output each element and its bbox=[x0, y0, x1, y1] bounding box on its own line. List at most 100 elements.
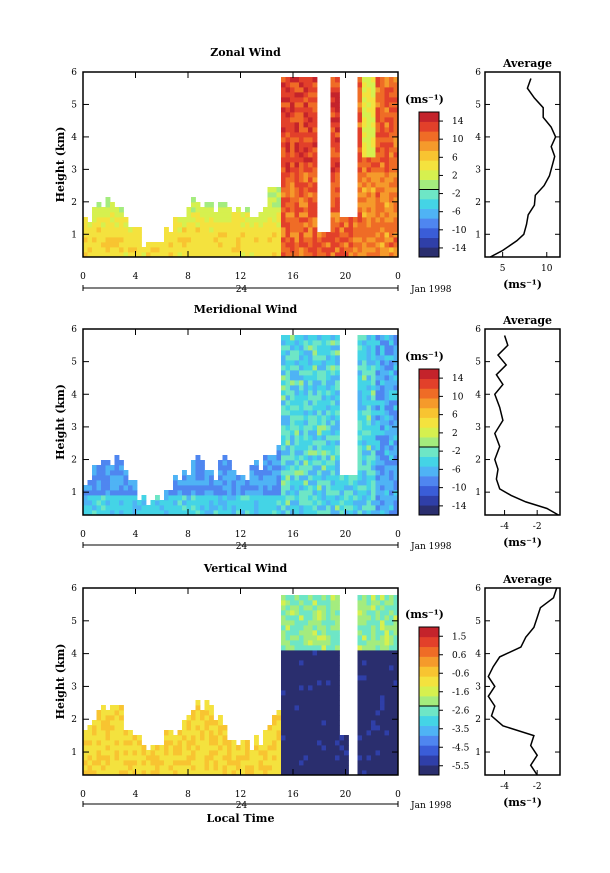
colorbar-segment bbox=[419, 199, 439, 209]
colorbar-segment bbox=[419, 466, 439, 477]
colorbar-tick-label: -5.5 bbox=[452, 762, 470, 772]
y-tick-label: 6 bbox=[71, 325, 77, 335]
colorbar-segment bbox=[419, 208, 439, 219]
profile-line bbox=[487, 587, 558, 776]
average-profile: Average 1 2 3 4 5 6 5 10 (ms⁻¹) bbox=[475, 57, 561, 291]
x-tick-label: 4 bbox=[133, 790, 139, 800]
profile-x-tick-label: 5 bbox=[500, 264, 506, 274]
profile-title: Average bbox=[502, 573, 552, 586]
colorbar-tick-label: 0.6 bbox=[452, 651, 467, 661]
colorbar-segment bbox=[419, 476, 439, 487]
y-tick-label: 1 bbox=[71, 488, 77, 498]
y-tick-label: 3 bbox=[71, 165, 77, 175]
y-tick-label: 5 bbox=[71, 358, 77, 368]
colorbar-tick-label: -2.6 bbox=[452, 706, 470, 716]
colorbar-segment bbox=[419, 179, 439, 190]
colorbar-segment bbox=[419, 696, 439, 707]
day-marker: 24 bbox=[236, 801, 248, 811]
colorbar-tick-label: -4.5 bbox=[452, 743, 470, 753]
profile-title: Average bbox=[502, 314, 552, 327]
x-tick-label: 8 bbox=[185, 530, 191, 540]
date-label: Jan 1998 bbox=[410, 542, 452, 552]
profile-x-axis-label: (ms⁻¹) bbox=[503, 796, 542, 809]
x-tick-label: 12 bbox=[235, 530, 246, 540]
colorbar-tick-label: -10 bbox=[452, 226, 467, 236]
y-axis-label: Height (km) bbox=[54, 644, 67, 720]
profile-x-tick-label: -2 bbox=[533, 522, 542, 532]
x-tick-label: 20 bbox=[340, 530, 352, 540]
colorbar-segment bbox=[419, 755, 439, 766]
profile-frame bbox=[484, 328, 561, 516]
colorbar-tick-label: -1.6 bbox=[452, 688, 470, 698]
profile-y-tick-label: 4 bbox=[475, 390, 481, 400]
average-profile: Average 1 2 3 4 5 6 -4 -2 (ms⁻¹) bbox=[475, 573, 561, 809]
x-tick-label: 16 bbox=[287, 272, 299, 282]
colorbar-frame bbox=[418, 368, 440, 516]
profile-title: Average bbox=[502, 57, 552, 70]
colorbar-segment bbox=[419, 495, 439, 506]
colorbar-segment bbox=[419, 407, 439, 418]
average-profile: Average 1 2 3 4 5 6 -4 -2 (ms⁻¹) bbox=[475, 314, 561, 549]
y-tick-label: 3 bbox=[71, 682, 77, 692]
colorbar-tick-label: 1.5 bbox=[452, 632, 467, 642]
y-tick-label: 2 bbox=[71, 198, 77, 208]
x-axis: 0 4 8 12 16 20 0 bbox=[80, 588, 401, 800]
heatmap-field bbox=[83, 595, 399, 776]
colorbar-segment bbox=[419, 160, 439, 171]
y-tick-label: 1 bbox=[71, 748, 77, 758]
colorbar-tick-label: -2 bbox=[452, 190, 461, 200]
x-tick-label: 20 bbox=[340, 790, 352, 800]
colorbar-tick-label: -14 bbox=[452, 244, 467, 254]
colorbar: (ms⁻¹) 1.5 0.6 -0.6 -1.6 -2.6 -3.5 -4.5 -5.5 bbox=[405, 608, 470, 776]
colorbar-segment bbox=[419, 705, 439, 717]
y-axis-label: Height (km) bbox=[54, 127, 67, 203]
x-tick-label: 0 bbox=[395, 790, 401, 800]
profile-x-tick-label: -2 bbox=[533, 782, 542, 792]
y-tick-label: 5 bbox=[71, 100, 77, 110]
x-tick-label: 4 bbox=[133, 530, 139, 540]
x-tick-label: 12 bbox=[235, 790, 246, 800]
colorbar-segment bbox=[419, 725, 439, 736]
chart-title: Meridional Wind bbox=[194, 303, 298, 316]
profile-y-tick-label: 3 bbox=[475, 682, 481, 692]
colorbar-tick-label: 6 bbox=[452, 153, 458, 163]
profile-y-tick-label: 5 bbox=[475, 358, 481, 368]
colorbar-segment bbox=[419, 378, 439, 389]
profile-y-tick-label: 2 bbox=[475, 456, 481, 466]
heatmap-field bbox=[83, 335, 399, 516]
colorbar-segment bbox=[419, 666, 439, 677]
profile-y-tick-label: 3 bbox=[475, 165, 481, 175]
y-tick-label: 4 bbox=[71, 650, 77, 660]
colorbar-segment bbox=[419, 112, 439, 122]
profile-frame bbox=[484, 587, 561, 776]
colorbar-tick-label: -10 bbox=[452, 484, 467, 494]
colorbar-segment bbox=[419, 765, 439, 776]
colorbar-tick-label: -2 bbox=[452, 447, 461, 457]
y-tick-label: 4 bbox=[71, 133, 77, 143]
colorbar-segment bbox=[419, 247, 439, 258]
x-tick-label: 0 bbox=[80, 790, 86, 800]
colorbar-segment bbox=[419, 505, 439, 516]
colorbar-segment bbox=[419, 715, 439, 726]
colorbar-segment bbox=[419, 437, 439, 448]
profile-frame bbox=[484, 71, 561, 258]
colorbar-segment bbox=[419, 735, 439, 746]
y-tick-label: 5 bbox=[71, 617, 77, 627]
x-tick-label: 16 bbox=[287, 530, 299, 540]
x-tick-label: 8 bbox=[185, 790, 191, 800]
chart-title: Vertical Wind bbox=[203, 562, 288, 575]
profile-y-tick-label: 4 bbox=[475, 650, 481, 660]
day-marker: 24 bbox=[236, 542, 248, 552]
y-tick-label: 2 bbox=[71, 715, 77, 725]
heatmap-field bbox=[83, 77, 399, 258]
profile-y-tick-label: 2 bbox=[475, 198, 481, 208]
colorbar-segment bbox=[419, 676, 439, 687]
y-axis: 1 2 3 4 5 6 bbox=[71, 325, 398, 498]
colorbar-segment bbox=[419, 150, 439, 161]
profile-x-tick-label: -4 bbox=[500, 522, 509, 532]
x-tick-label: 0 bbox=[395, 272, 401, 282]
colorbar-segment bbox=[419, 121, 439, 132]
x-tick-label: 8 bbox=[185, 272, 191, 282]
profile-x-axis-label: (ms⁻¹) bbox=[503, 536, 542, 549]
